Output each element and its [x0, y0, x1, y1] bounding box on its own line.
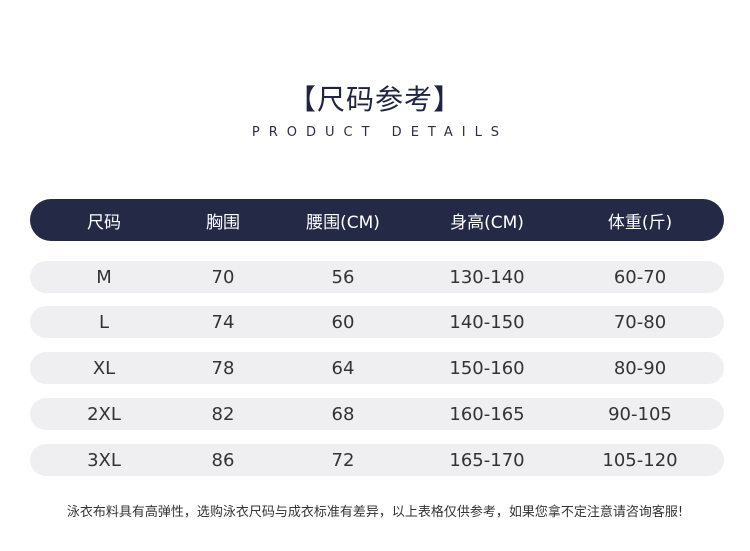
- cell-height: 160-165: [449, 403, 525, 425]
- table-row: 3XL 86 72 165-170 105-120: [30, 444, 724, 476]
- page-subtitle: PRODUCT DETAILS: [251, 125, 509, 140]
- cell-chest: 78: [211, 357, 235, 379]
- cell-height: 150-160: [449, 357, 525, 379]
- cell-weight: 70-80: [613, 311, 667, 333]
- size-table-header: 尺码 胸围 腰围(CM) 身高(CM) 体重(斤): [30, 199, 724, 241]
- cell-waist: 56: [331, 266, 355, 288]
- page-title: 【尺码参考】: [287, 83, 462, 116]
- cell-weight: 60-70: [613, 266, 667, 288]
- cell-weight: 80-90: [613, 357, 667, 379]
- cell-size: 2XL: [87, 403, 121, 425]
- cell-weight: 105-120: [602, 449, 678, 471]
- table-row: L 74 60 140-150 70-80: [30, 306, 724, 338]
- cell-weight: 90-105: [608, 403, 672, 425]
- cell-size: M: [96, 266, 112, 288]
- cell-size: L: [98, 311, 110, 333]
- cell-chest: 82: [211, 403, 235, 425]
- cell-chest: 74: [211, 311, 235, 333]
- cell-size: 3XL: [87, 449, 121, 471]
- header-waist: 腰围(CM): [306, 212, 380, 233]
- cell-height: 140-150: [449, 311, 525, 333]
- header-height: 身高(CM): [450, 212, 524, 233]
- table-row: 2XL 82 68 160-165 90-105: [30, 398, 724, 430]
- table-row: M 70 56 130-140 60-70: [30, 261, 724, 293]
- cell-height: 130-140: [449, 266, 525, 288]
- cell-height: 165-170: [449, 449, 525, 471]
- header-size: 尺码: [87, 212, 121, 233]
- table-row: XL 78 64 150-160 80-90: [30, 352, 724, 384]
- footer-note: 泳衣布料具有高弹性，选购泳衣尺码与成衣标准有差异，以上表格仅供参考，如果您拿不定…: [66, 505, 684, 520]
- cell-waist: 72: [331, 449, 355, 471]
- cell-waist: 60: [331, 311, 355, 333]
- cell-chest: 70: [211, 266, 235, 288]
- cell-waist: 68: [331, 403, 355, 425]
- cell-size: XL: [92, 357, 116, 379]
- header-weight: 体重(斤): [607, 212, 673, 233]
- header-chest: 胸围: [206, 212, 240, 233]
- cell-waist: 64: [331, 357, 355, 379]
- cell-chest: 86: [211, 449, 235, 471]
